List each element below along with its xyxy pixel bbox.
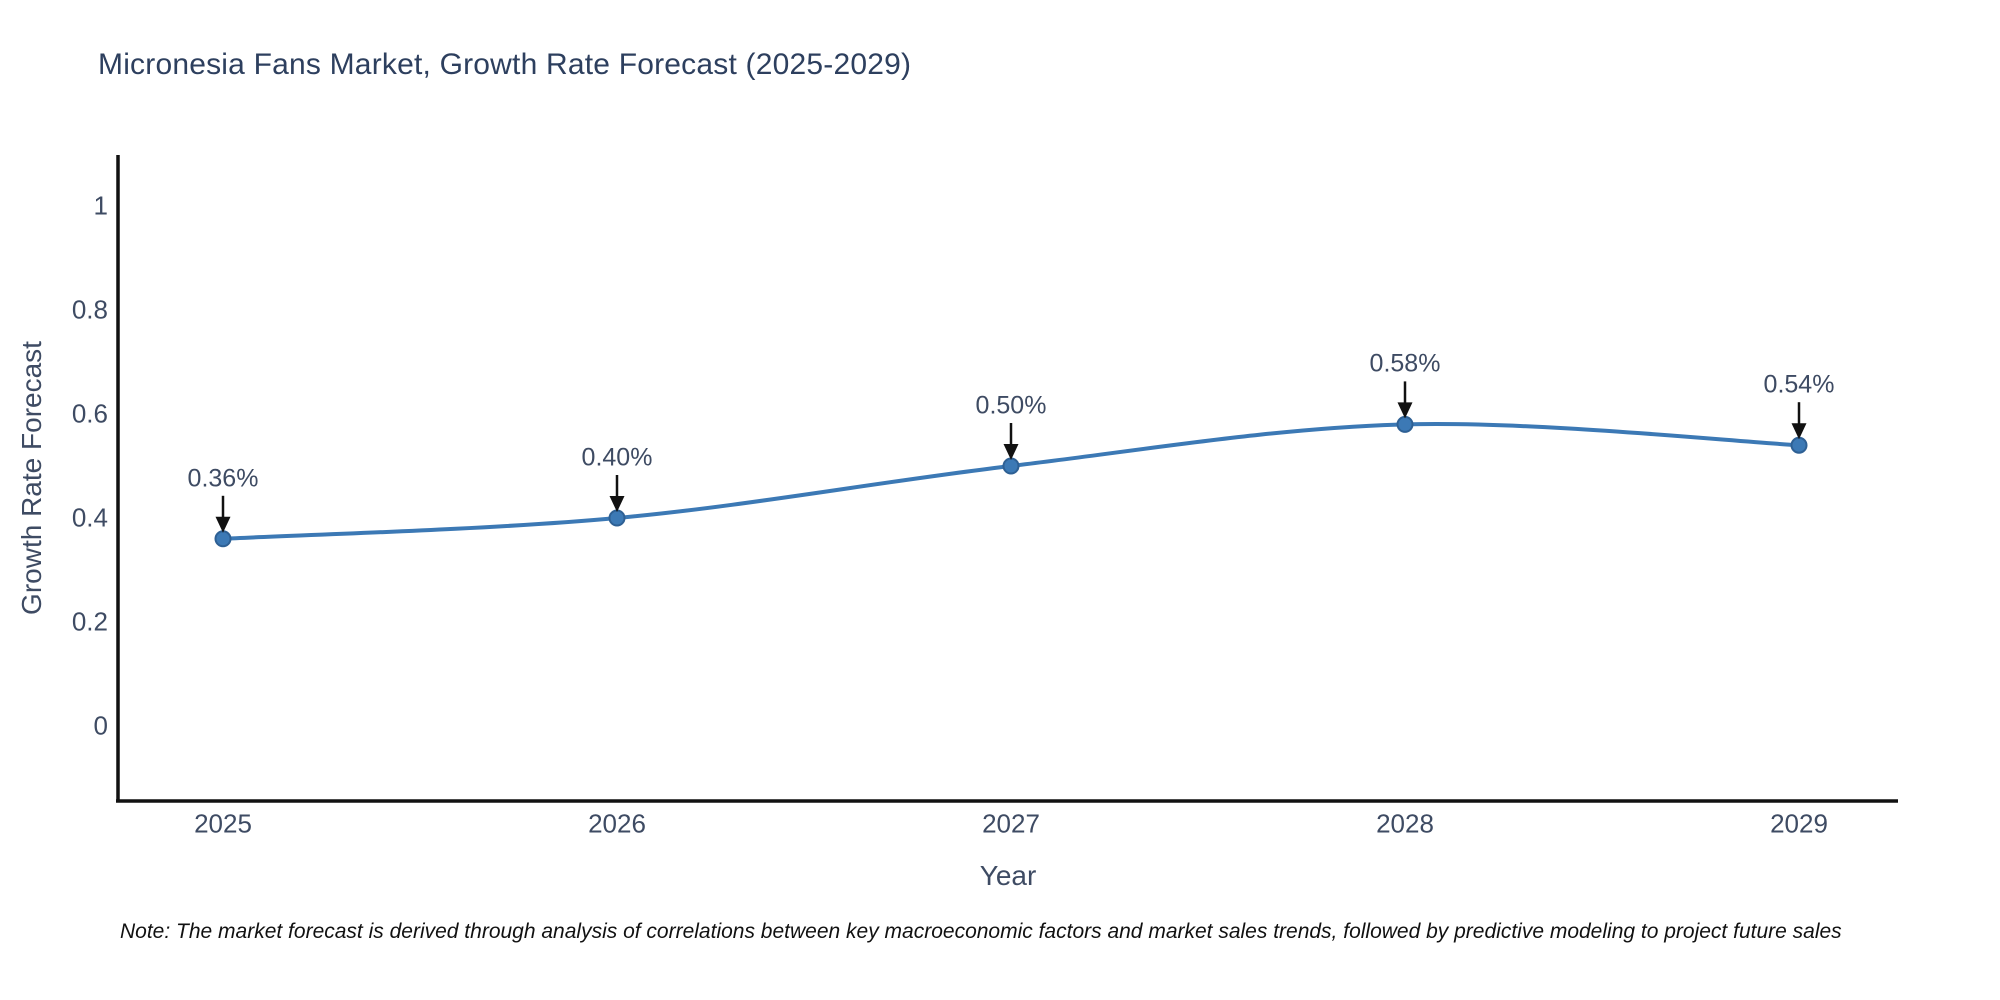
y-tick-label: 0.4 (71, 502, 108, 533)
x-axis-title: Year (979, 860, 1037, 891)
x-tick-label: 2026 (588, 808, 646, 839)
data-point-value-label: 0.40% (581, 443, 653, 472)
chart-title: Micronesia Fans Market, Growth Rate Fore… (98, 48, 912, 81)
x-tick-label: 2029 (1770, 808, 1828, 839)
x-tick-label: 2025 (194, 808, 252, 839)
data-point-value-label: 0.58% (1369, 349, 1441, 378)
data-point-value-label: 0.36% (187, 464, 259, 493)
y-tick-label: 0.8 (71, 294, 108, 325)
y-tick-label: 0.2 (71, 606, 108, 637)
data-point-marker (1396, 415, 1414, 433)
annotation-arrow-head (609, 496, 625, 512)
data-point-value-label: 0.54% (1763, 370, 1835, 399)
y-tick-label: 0.6 (71, 398, 108, 429)
data-point-marker (1002, 457, 1020, 475)
data-point-marker (214, 530, 232, 548)
y-tick-label: 0 (93, 710, 108, 741)
data-point-marker (608, 509, 626, 527)
data-point-marker (1790, 436, 1808, 454)
x-tick-label: 2028 (1376, 808, 1434, 839)
footnote: Note: The market forecast is derived thr… (120, 920, 1842, 943)
annotation-arrow-head (1003, 444, 1019, 460)
annotation-arrow-head (215, 516, 231, 533)
y-tick-label: 1 (93, 190, 108, 221)
x-tick-label: 2027 (982, 808, 1040, 839)
annotation-arrow-head (1397, 402, 1413, 419)
data-point-value-label: 0.50% (975, 391, 1047, 420)
annotation-arrow-head (1791, 423, 1807, 440)
